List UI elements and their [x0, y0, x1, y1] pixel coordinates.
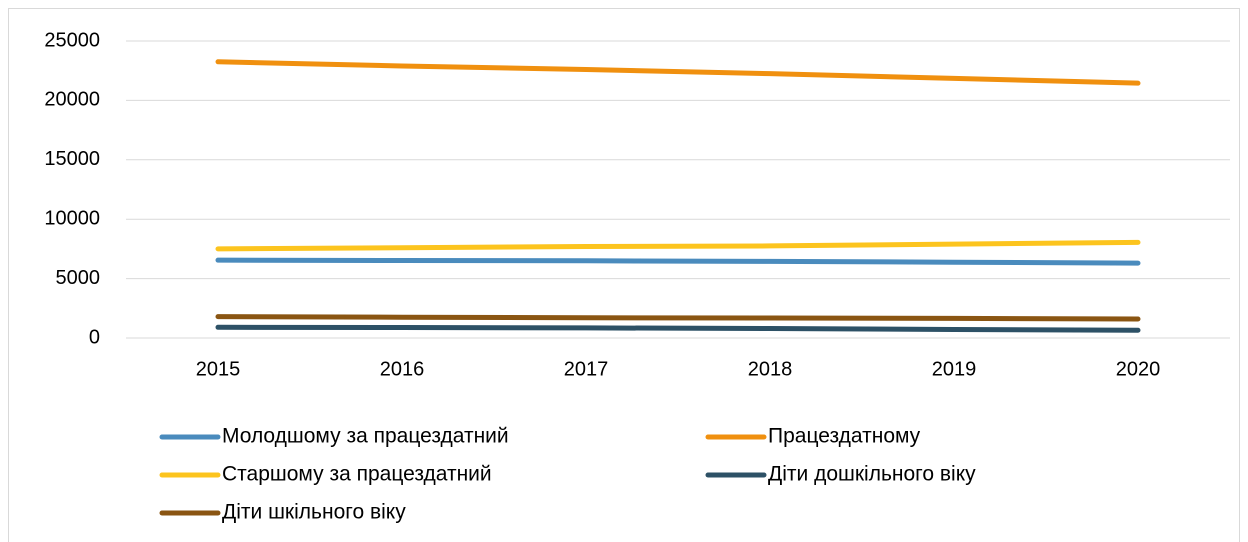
y-tick-label: 0	[89, 326, 100, 348]
legend-label: Діти шкільного віку	[222, 501, 406, 524]
series-line	[215, 324, 1141, 333]
y-tick-label: 20000	[44, 89, 100, 111]
y-tick-label: 25000	[44, 29, 100, 51]
x-tick-label: 2017	[564, 358, 609, 380]
series-line	[215, 257, 1141, 266]
x-tick-label: 2019	[932, 358, 977, 380]
x-tick-label: 2020	[1116, 358, 1161, 380]
legend: Молодшому за працездатний Працездатному Ст…	[159, 425, 976, 524]
y-tick-label: 10000	[44, 207, 100, 229]
y-tick-label: 15000	[44, 148, 100, 170]
y-tick-label: 5000	[56, 267, 101, 289]
series-line	[215, 59, 1141, 86]
series-line	[215, 239, 1141, 252]
x-tick-label: 2018	[748, 358, 793, 380]
x-tick-label: 2016	[380, 358, 425, 380]
legend-label: Старшому за працездатний	[222, 463, 492, 486]
chart-frame	[8, 8, 1240, 542]
x-tick-label: 2015	[196, 358, 241, 380]
series-line	[215, 314, 1141, 322]
legend-label: Працездатному	[768, 425, 921, 448]
legend-label: Діти дошкільного віку	[768, 463, 976, 486]
legend-label: Молодшому за працездатний	[222, 425, 509, 448]
